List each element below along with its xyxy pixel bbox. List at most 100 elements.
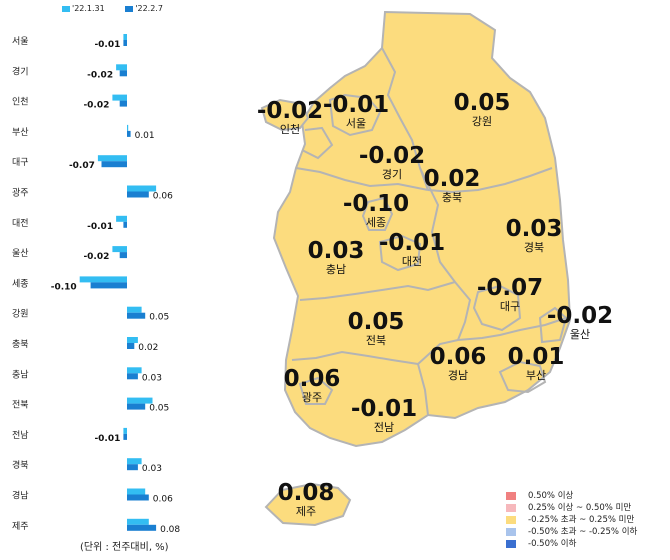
region-value: -0.02 bbox=[546, 303, 614, 329]
bar-series-2 bbox=[90, 282, 127, 289]
bar-series-2 bbox=[119, 70, 127, 77]
chart-legend: '22.1.31 '22.2.7 bbox=[62, 4, 181, 16]
bar-series-2 bbox=[123, 40, 127, 46]
map-label: 0.06 경남 bbox=[418, 346, 498, 382]
bar-series-2 bbox=[127, 343, 135, 349]
bar-series-1 bbox=[127, 367, 142, 374]
border-chungbuk bbox=[419, 167, 472, 341]
map-label: -0.01 전남 bbox=[344, 396, 424, 434]
bar-series-2 bbox=[127, 403, 146, 410]
legend-swatch-series-2 bbox=[125, 5, 134, 12]
bar-series-2 bbox=[119, 252, 127, 259]
data-label: 0.08 bbox=[160, 525, 180, 535]
bar-group-4: 부산 0.01 bbox=[12, 124, 155, 141]
bar-series-2 bbox=[127, 494, 149, 501]
legend-label-series-1: '22.1.31 bbox=[72, 4, 105, 13]
band-legend-swatch bbox=[506, 491, 516, 500]
bar-group-5: 대구 -0.07 bbox=[12, 155, 127, 171]
category-label: 세종 bbox=[12, 278, 29, 289]
region-name: 부산 bbox=[525, 369, 547, 382]
bar-series-1 bbox=[79, 276, 127, 283]
map-label: 0.02 충북 bbox=[412, 166, 492, 204]
bar-group-12: 충남 0.03 bbox=[12, 367, 162, 383]
region-value: 0.01 bbox=[507, 344, 565, 370]
bar-series-2 bbox=[127, 130, 131, 137]
region-value: -0.01 bbox=[378, 230, 446, 256]
legend-label-series-2: '22.2.7 bbox=[135, 4, 163, 13]
border-seoul bbox=[328, 93, 382, 137]
korea-map-shapes bbox=[260, 10, 572, 527]
map-label: -0.10 세종 bbox=[336, 193, 416, 229]
data-label: -0.02 bbox=[83, 252, 109, 262]
province-borders bbox=[291, 47, 568, 416]
incheon-island-shape bbox=[260, 98, 310, 132]
bar-series-2 bbox=[127, 312, 146, 319]
band-legend-label: 0.25% 이상 ~ 0.50% 미만 bbox=[528, 503, 632, 513]
data-label: -0.01 bbox=[87, 222, 113, 232]
bar-group-17: 제주 0.08 bbox=[12, 518, 180, 535]
border-incheon bbox=[301, 126, 334, 160]
band-legend-swatch bbox=[506, 527, 516, 536]
map-label: -0.02 경기 bbox=[352, 145, 432, 181]
region-value: 0.02 bbox=[423, 166, 481, 192]
data-label: 0.01 bbox=[135, 131, 155, 141]
border-ulsan bbox=[538, 306, 568, 344]
category-label: 서울 bbox=[12, 36, 29, 47]
bar-series-2 bbox=[123, 221, 127, 228]
bar-series-2 bbox=[127, 464, 138, 471]
category-label: 경북 bbox=[12, 459, 29, 471]
bar-series-1 bbox=[112, 246, 127, 253]
category-label: 충북 bbox=[12, 339, 29, 350]
border-daejeon bbox=[378, 234, 422, 272]
region-name: 전남 bbox=[373, 421, 395, 434]
region-name: 강원 bbox=[471, 115, 493, 128]
bar-group-9: 세종 -0.10 bbox=[12, 276, 127, 292]
data-label: -0.07 bbox=[69, 161, 95, 171]
region-name: 대구 bbox=[499, 300, 521, 313]
region-name: 경기 bbox=[381, 168, 403, 181]
region-name: 광주 bbox=[301, 391, 323, 404]
band-legend-item: -0.50% 이하 bbox=[506, 538, 637, 550]
map-label: 0.06 광주 bbox=[272, 366, 352, 404]
band-legend-label: -0.50% 이하 bbox=[528, 539, 577, 549]
bar-group-3: 인천 -0.02 bbox=[12, 94, 127, 111]
bar-group-8: 울산 -0.02 bbox=[12, 246, 127, 262]
region-name: 인천 bbox=[279, 123, 301, 136]
map-label: -0.07 대구 bbox=[470, 275, 550, 313]
bar-group-6: 광주 0.06 bbox=[12, 185, 173, 202]
map-label: -0.02 울산 bbox=[540, 303, 620, 341]
region-value: -0.07 bbox=[476, 275, 544, 301]
region-name: 제주 bbox=[295, 505, 317, 518]
region-value: -0.02 bbox=[256, 98, 324, 124]
border-sejong bbox=[361, 196, 394, 231]
map-color-legend: 0.50% 이상 0.25% 이상 ~ 0.50% 미만 -0.25% 초과 ~ 0… bbox=[506, 490, 637, 550]
border-daegu bbox=[472, 284, 522, 332]
category-label: 경기 bbox=[12, 65, 29, 77]
bar-series-1 bbox=[116, 215, 127, 222]
category-label: 강원 bbox=[12, 309, 29, 320]
band-legend-item: -0.50% 초과 ~ -0.25% 이하 bbox=[506, 526, 637, 538]
data-label: 0.03 bbox=[142, 464, 162, 474]
band-legend-item: 0.50% 이상 bbox=[506, 490, 637, 502]
region-value: 0.06 bbox=[283, 366, 341, 392]
region-name: 경남 bbox=[447, 369, 469, 382]
category-label: 전북 bbox=[12, 400, 29, 411]
map-label: 0.08 제주 bbox=[266, 482, 346, 518]
bar-series-1 bbox=[127, 337, 138, 343]
category-label: 제주 bbox=[12, 521, 29, 532]
bar-series-1 bbox=[116, 64, 127, 71]
border-jeonnam-gyeongnam bbox=[417, 363, 429, 416]
mainland-shape bbox=[272, 10, 572, 448]
border-jeonbuk-jeonnam bbox=[291, 350, 419, 365]
bar-group-16: 경남 0.06 bbox=[12, 488, 173, 505]
bar-series-2 bbox=[127, 373, 138, 380]
bar-series-1 bbox=[127, 124, 129, 131]
border-chungnam-jeonbuk bbox=[299, 281, 456, 301]
weekly-change-bar-chart: 서울 -0.01 경기 -0.02 인천 -0.02 부산 0.01 대구 -0.07 광주 0.06… bbox=[12, 34, 180, 535]
region-value: -0.01 bbox=[350, 396, 418, 422]
region-value: 0.03 bbox=[307, 238, 365, 264]
data-label: 0.05 bbox=[149, 313, 169, 323]
bar-group-2: 경기 -0.02 bbox=[12, 64, 127, 80]
data-label: 0.05 bbox=[149, 404, 169, 414]
border-busan bbox=[498, 360, 547, 394]
